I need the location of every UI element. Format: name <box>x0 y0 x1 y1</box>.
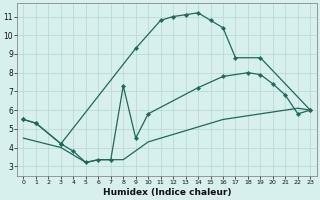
X-axis label: Humidex (Indice chaleur): Humidex (Indice chaleur) <box>103 188 231 197</box>
